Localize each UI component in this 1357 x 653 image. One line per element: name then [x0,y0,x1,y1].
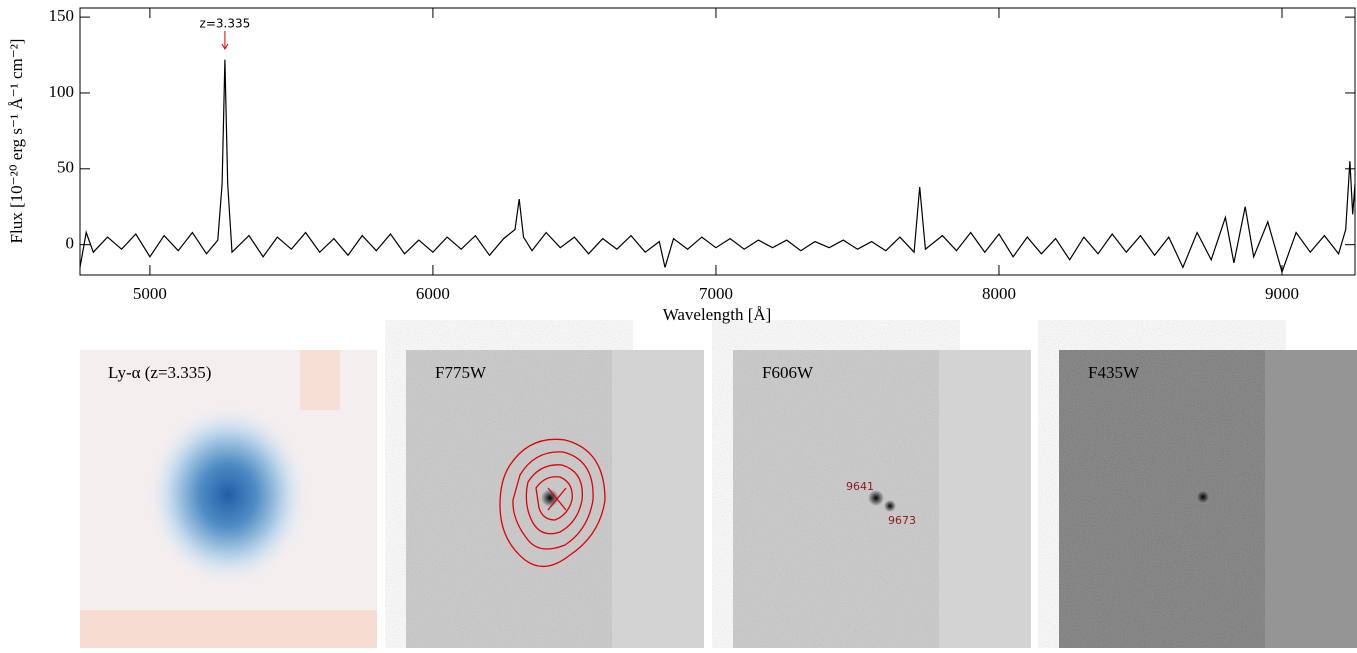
annotation: z=3.335 [200,17,251,31]
x-tick-label: 5000 [133,284,167,303]
emission-blob [148,405,308,585]
noise [406,350,612,648]
source-label: 9673 [888,514,916,527]
source [868,490,884,506]
y-tick-label: 0 [66,234,75,253]
plot-area [80,59,1355,274]
spectrum-line [80,59,1355,274]
y-tick-label: 150 [49,6,75,25]
source-label: 9641 [846,480,874,493]
image-panels: Ly-α (z=3.335) F775W F606W F435W 9641 96… [80,350,1357,648]
panel-strip [612,350,704,648]
panel-background [80,610,377,648]
x-axis-label: Wavelength [Å] [663,305,772,324]
panel-label: F435W [1088,363,1140,382]
y-tick-label: 100 [49,82,75,101]
plot-frame [79,7,1356,276]
panel-strip [939,350,1031,648]
panel-label: F606W [762,363,814,382]
annotation-arrowhead [221,43,229,50]
x-tick-label: 6000 [416,284,450,303]
x-tick-label: 9000 [1265,284,1299,303]
noise [1059,350,1265,648]
noise [733,350,939,648]
panel-label: F775W [435,363,487,382]
contours [499,438,606,567]
x-tick-label: 7000 [699,284,733,303]
panel-background [300,350,340,410]
panel-label: Ly-α (z=3.335) [108,363,211,382]
y-axis-label: Flux [10⁻²⁰ erg s⁻¹ Å⁻¹ cm⁻²] [7,39,26,244]
y-tick-label: 50 [57,158,74,177]
panel-strip [1265,350,1357,648]
source [1197,491,1209,503]
source [884,500,896,512]
x-tick-label: 8000 [982,284,1016,303]
